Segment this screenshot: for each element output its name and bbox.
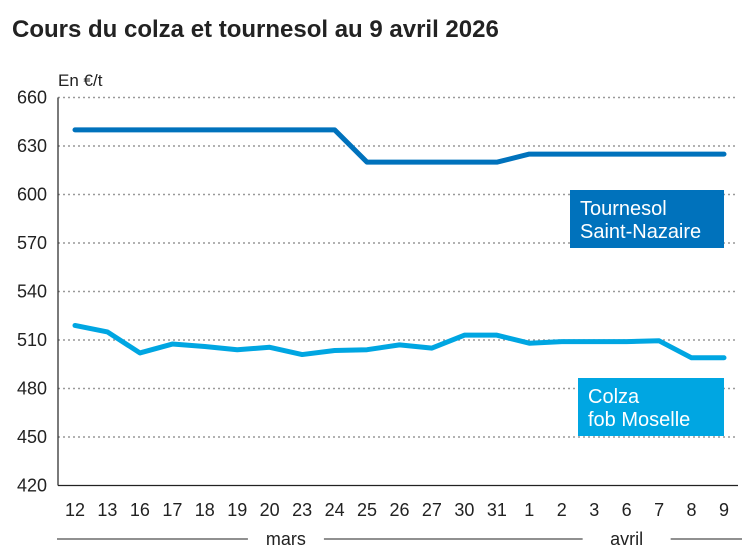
x-tick-label: 20 bbox=[260, 500, 280, 520]
x-tick-label: 8 bbox=[687, 500, 697, 520]
x-tick-label: 13 bbox=[97, 500, 117, 520]
x-tick-label: 18 bbox=[195, 500, 215, 520]
x-tick-label: 27 bbox=[422, 500, 442, 520]
x-tick-label: 6 bbox=[622, 500, 632, 520]
legend-label: Tournesol bbox=[580, 198, 667, 220]
y-tick-label: 450 bbox=[17, 427, 47, 447]
y-tick-label: 420 bbox=[17, 476, 47, 496]
x-tick-label: 26 bbox=[389, 500, 409, 520]
y-axis-label: En €/t bbox=[58, 71, 103, 90]
x-tick-label: 9 bbox=[719, 500, 729, 520]
x-tick-label: 16 bbox=[130, 500, 150, 520]
legend-label: fob Moselle bbox=[588, 409, 690, 431]
series-line bbox=[72, 322, 727, 361]
y-tick-label: 630 bbox=[17, 136, 47, 156]
legend-label: Colza bbox=[588, 386, 640, 408]
x-tick-label: 2 bbox=[557, 500, 567, 520]
y-tick-label: 660 bbox=[17, 88, 47, 108]
x-tick-label: 12 bbox=[65, 500, 85, 520]
month-label: mars bbox=[266, 529, 306, 549]
series-line bbox=[72, 127, 727, 165]
x-tick-label: 3 bbox=[589, 500, 599, 520]
y-tick-label: 600 bbox=[17, 185, 47, 205]
x-tick-label: 24 bbox=[325, 500, 345, 520]
y-tick-label: 510 bbox=[17, 330, 47, 350]
y-tick-label: 480 bbox=[17, 379, 47, 399]
x-tick-label: 19 bbox=[227, 500, 247, 520]
legend-label: Saint-Nazaire bbox=[580, 221, 701, 243]
x-tick-label: 25 bbox=[357, 500, 377, 520]
x-tick-label: 31 bbox=[487, 500, 507, 520]
month-label: avril bbox=[610, 529, 643, 549]
x-tick-label: 7 bbox=[654, 500, 664, 520]
x-tick-label: 1 bbox=[524, 500, 534, 520]
x-tick-label: 23 bbox=[292, 500, 312, 520]
y-tick-label: 540 bbox=[17, 282, 47, 302]
y-tick-label: 570 bbox=[17, 233, 47, 253]
x-tick-label: 30 bbox=[454, 500, 474, 520]
legend-box bbox=[578, 378, 724, 436]
chart-title: Cours du colza et tournesol au 9 avril 2… bbox=[12, 16, 499, 43]
x-tick-label: 17 bbox=[162, 500, 182, 520]
legend-box bbox=[570, 190, 724, 248]
